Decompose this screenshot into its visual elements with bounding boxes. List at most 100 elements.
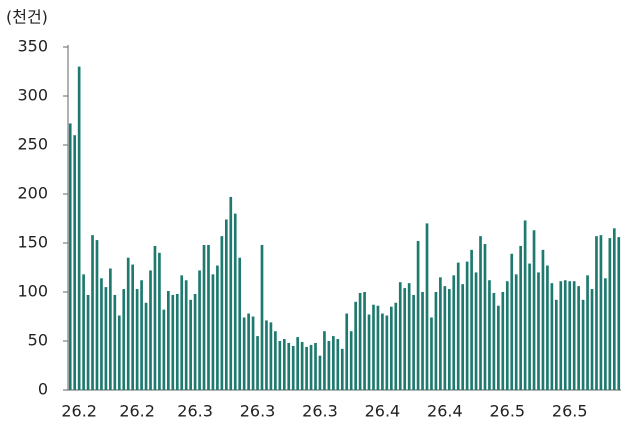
y-tick-label: 300 <box>17 86 48 105</box>
bar <box>175 293 179 390</box>
bar <box>586 275 589 390</box>
bar <box>416 241 420 390</box>
bar <box>296 337 300 390</box>
y-tick-label: 250 <box>17 135 48 154</box>
y-tick-label: 50 <box>28 331 48 350</box>
bar <box>224 219 228 390</box>
bar <box>528 263 531 390</box>
bar <box>568 281 572 390</box>
x-tick-label: 26.3 <box>177 402 213 421</box>
bar <box>439 277 442 390</box>
bar <box>372 304 375 390</box>
bar <box>332 336 335 390</box>
bar <box>291 345 295 390</box>
bar <box>389 306 393 390</box>
bar <box>180 275 184 390</box>
bar <box>595 236 598 390</box>
bar <box>398 282 402 390</box>
bar <box>376 305 380 390</box>
bar <box>563 280 567 390</box>
bar <box>577 286 580 390</box>
bar <box>546 265 549 390</box>
bar <box>113 294 117 390</box>
bar <box>229 196 233 390</box>
bar <box>144 302 148 390</box>
bar <box>354 301 357 390</box>
bar <box>336 339 340 390</box>
bar <box>590 289 594 390</box>
bar <box>465 261 469 390</box>
bar <box>381 313 384 390</box>
bar <box>430 317 433 390</box>
bar <box>572 281 576 390</box>
bar <box>73 135 77 390</box>
y-tick-label: 200 <box>17 184 48 203</box>
bar <box>314 342 317 390</box>
bar <box>488 280 491 390</box>
bar <box>140 280 143 390</box>
bar <box>278 341 282 390</box>
bar <box>198 270 201 390</box>
bar <box>358 292 362 390</box>
bar <box>251 316 255 390</box>
bar <box>599 235 603 390</box>
bar <box>532 230 536 390</box>
bar <box>537 272 540 390</box>
bar <box>608 238 612 390</box>
bar <box>202 244 206 390</box>
bar <box>242 317 246 390</box>
bar <box>282 339 286 390</box>
bar <box>323 331 326 390</box>
bar <box>126 257 130 390</box>
bar <box>514 274 518 390</box>
bar <box>461 284 465 390</box>
bar <box>421 292 424 390</box>
bar <box>394 302 398 390</box>
bar <box>510 253 514 390</box>
bar <box>456 262 460 390</box>
bar <box>104 287 108 390</box>
x-tick-label: 26.5 <box>552 402 588 421</box>
bar <box>260 244 264 390</box>
bar <box>309 344 313 390</box>
bar <box>443 286 447 390</box>
y-tick-label: 150 <box>17 233 48 252</box>
bar <box>189 299 192 390</box>
bar <box>211 274 215 390</box>
bar <box>479 236 482 390</box>
bar <box>158 252 161 390</box>
x-tick-label: 26.4 <box>427 402 463 421</box>
bar <box>550 283 554 390</box>
bar <box>407 283 411 390</box>
bar <box>300 341 304 390</box>
bar <box>327 341 331 390</box>
bar <box>434 292 438 390</box>
bar <box>483 243 487 390</box>
y-tick-label: 0 <box>38 380 48 399</box>
bar <box>474 272 478 390</box>
bar <box>559 281 563 390</box>
x-tick-label: 26.4 <box>365 402 401 421</box>
bar <box>447 289 451 390</box>
bar <box>604 278 607 390</box>
bar <box>68 123 72 390</box>
bar <box>247 313 250 390</box>
bar <box>91 235 94 390</box>
x-tick-label: 26.2 <box>119 402 155 421</box>
bar <box>523 220 527 390</box>
bar <box>349 331 353 390</box>
bar <box>207 244 210 390</box>
x-tick-label: 26.2 <box>61 402 97 421</box>
bar <box>497 305 500 390</box>
bar <box>287 342 291 390</box>
bar <box>193 293 197 390</box>
bar <box>274 331 277 390</box>
bar <box>153 245 157 390</box>
bar <box>617 237 621 390</box>
bar <box>256 336 259 390</box>
y-tick-label: 100 <box>17 282 48 301</box>
bar <box>492 292 496 390</box>
bar <box>318 355 322 390</box>
bar <box>412 294 415 390</box>
